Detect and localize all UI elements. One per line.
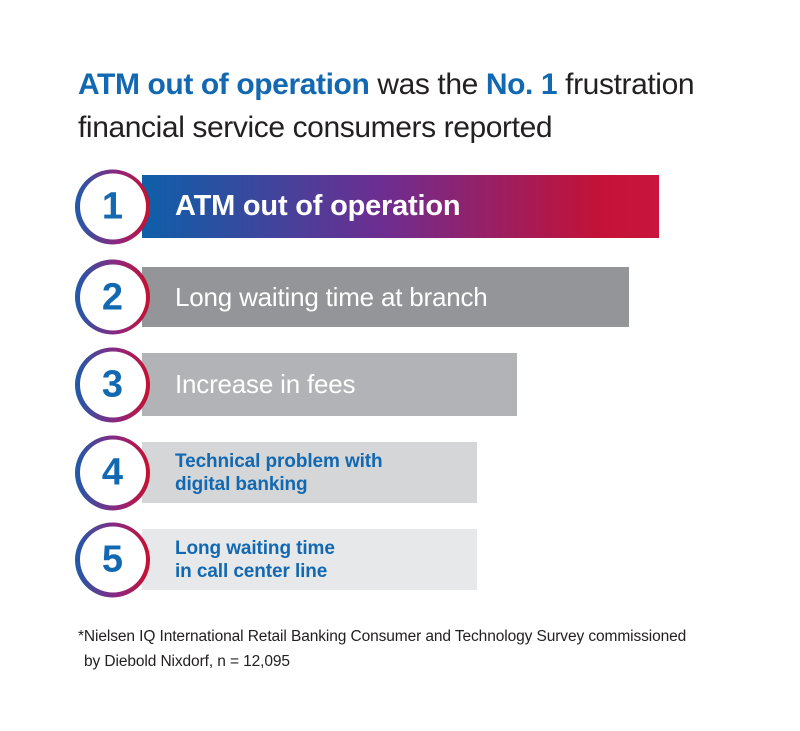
frustration-label-2: Long waiting time at branch [175,281,488,312]
rank-badge-inner-5: 5 [79,526,146,593]
rank-number-2: 2 [101,276,124,318]
frustration-label-3: Increase in fees [175,369,356,399]
frustration-bar-1: ATM out of operation [142,175,659,238]
footnote-line-1: *Nielsen IQ International Retail Banking… [78,628,687,645]
frustration-bar-4: Technical problem with digital banking [142,442,477,503]
rank-row-1: ATM out of operation 1 [0,169,800,244]
frustration-bar-3: Increase in fees [142,353,517,416]
page-title: ATM out of operation was the No. 1 frust… [78,63,758,149]
rank-badge-4: 4 [75,435,150,510]
rank-row-3: Increase in fees 3 [0,347,800,422]
rank-number-3: 3 [101,363,124,406]
rank-number-5: 5 [101,538,124,581]
title-text-was-the: was the [369,68,486,101]
title-text-frustration: frustration [557,68,695,101]
rank-badge-1: 1 [75,169,150,244]
rank-badge-inner-4: 4 [79,439,146,506]
frustration-bar-2: Long waiting time at branch [142,267,629,327]
rank-badge-3: 3 [75,347,150,422]
rank-badge-2: 2 [75,259,150,335]
rank-badge-inner-1: 1 [79,173,146,240]
rank-row-2: Long waiting time at branch 2 [0,259,800,335]
rank-badge-inner-3: 3 [79,351,146,418]
rank-badge-inner-2: 2 [79,264,146,330]
rank-row-5: Long waiting time in call center line 5 [0,522,800,597]
frustration-label-1: ATM out of operation [175,190,461,222]
rank-number-4: 4 [101,451,124,494]
title-line-1: ATM out of operation was the No. 1 frust… [78,63,758,106]
source-footnote: *Nielsen IQ International Retail Banking… [78,624,738,674]
title-line-2: financial service consumers reported [78,111,553,144]
rank-number-1: 1 [101,185,124,228]
frustration-label-5: Long waiting time in call center line [175,537,335,582]
frustration-label-4: Technical problem with digital banking [175,450,383,495]
title-highlight-no1: No. 1 [485,68,558,101]
rank-row-4: Technical problem with digital banking 4 [0,435,800,510]
title-highlight-atm: ATM out of operation [78,68,370,101]
footnote-line-2: by Diebold Nixdorf, n = 12,095 [84,653,290,670]
frustration-bar-5: Long waiting time in call center line [142,529,477,590]
rank-badge-5: 5 [75,522,150,597]
